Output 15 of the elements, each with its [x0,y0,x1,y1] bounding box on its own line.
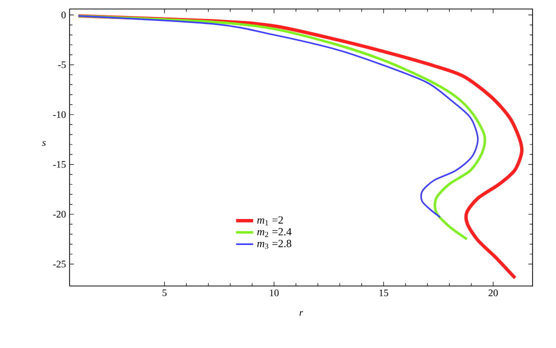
legend-label: m$_{1}$ =2 [257,216,283,226]
x-tick-label: 5 [162,290,167,296]
y-axis-title: s [42,141,46,146]
x-tick-label: 20 [488,290,498,296]
y-tick-label: 0 [61,12,66,18]
legend-label: m$_{3}$ =2.8 [257,240,292,249]
x-axis-title: r [300,311,304,316]
y-tick-label: -20 [53,210,66,218]
x-tick-label: 10 [270,290,279,296]
x-tick-label: 15 [380,290,388,296]
legend-label: m$_{2}$ =2.4 [257,228,292,237]
y-tick-label: -10 [53,111,66,118]
y-tick-label: -25 [53,260,66,268]
y-tick-label: -5 [58,61,66,68]
y-tick-label: -15 [53,161,66,168]
